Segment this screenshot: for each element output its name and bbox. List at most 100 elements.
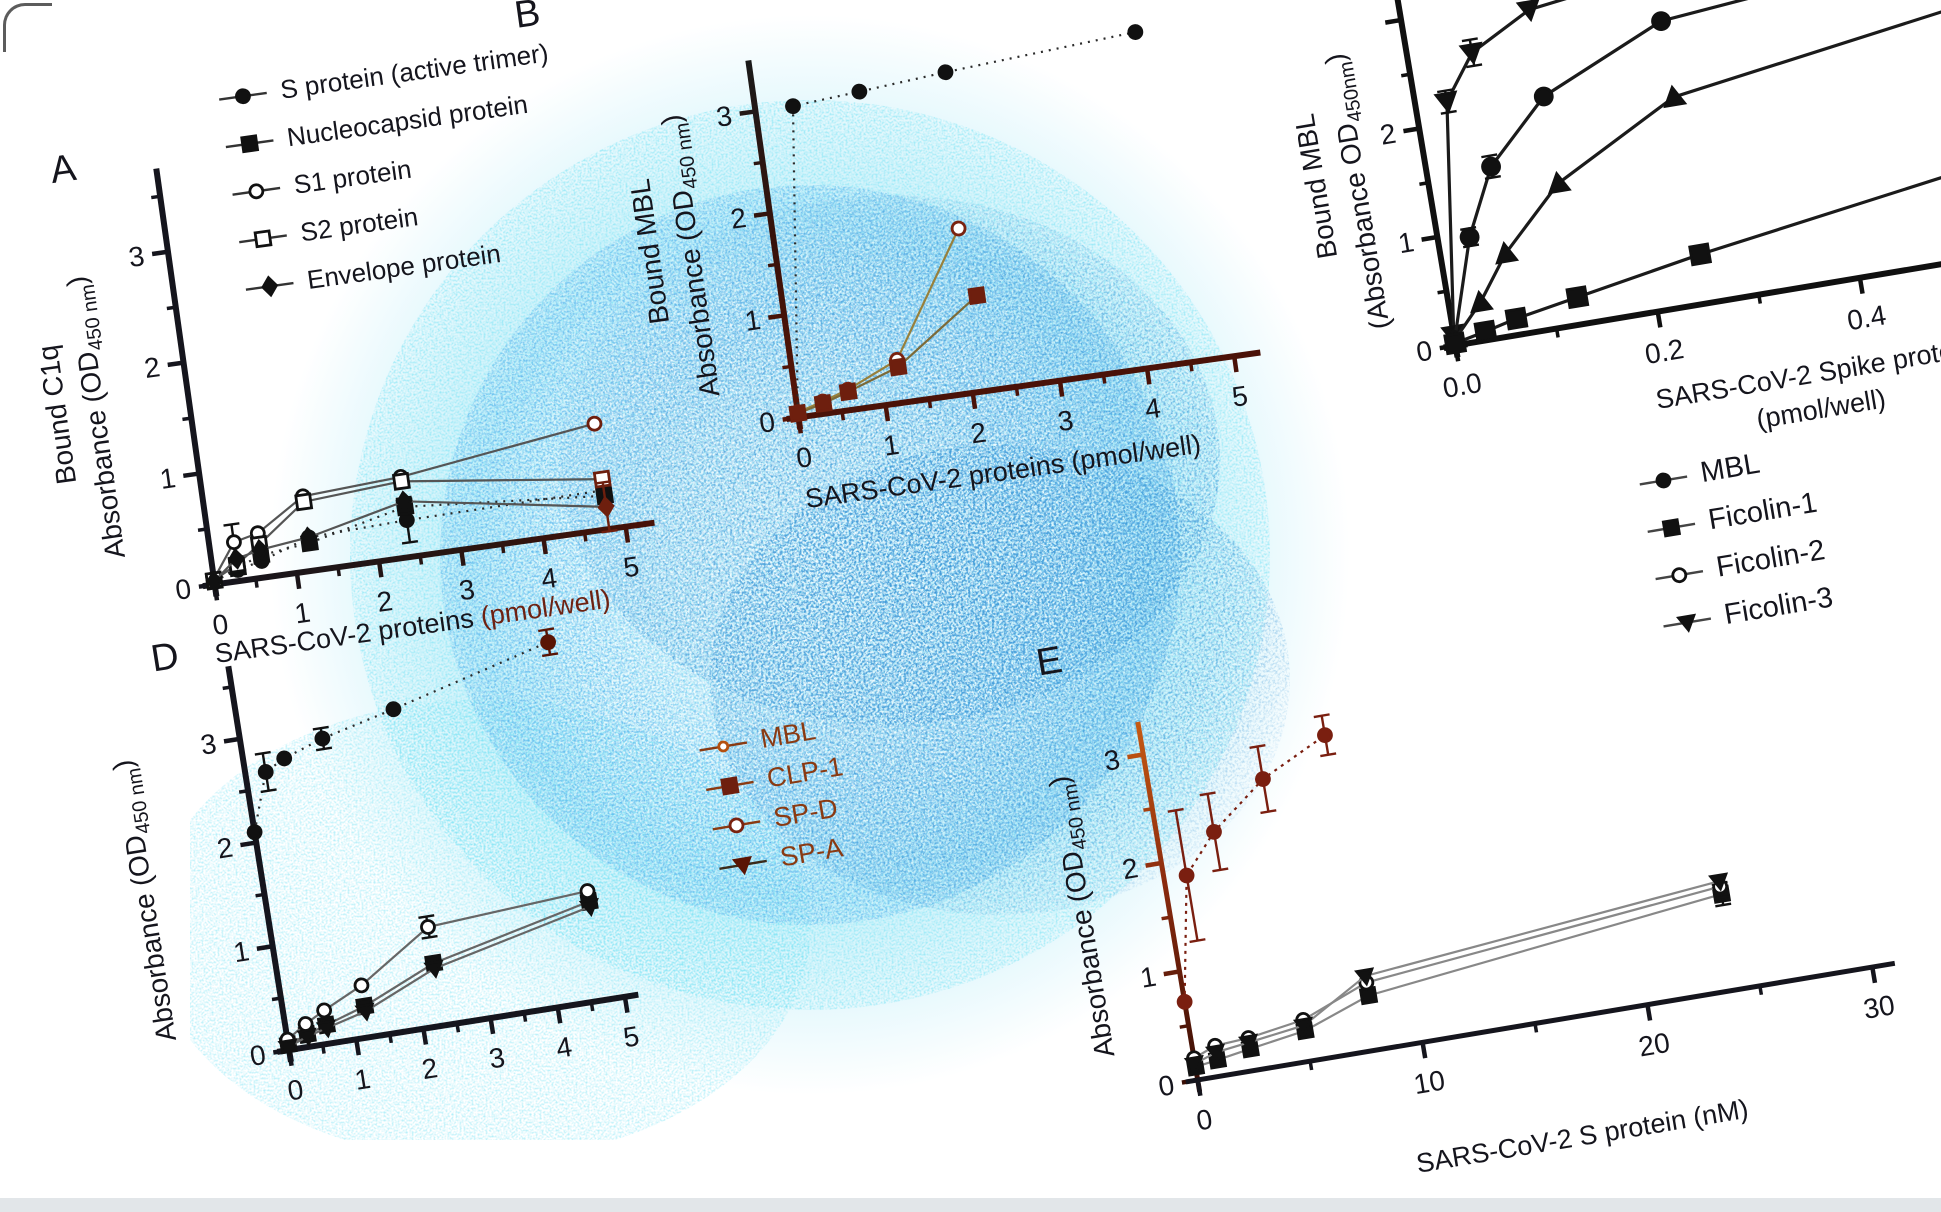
filled-circle-icon [1639, 472, 1688, 488]
x-tick-label: 4 [539, 562, 559, 595]
legend-label: Ficolin-3 [1721, 581, 1836, 632]
series-ficolin-3 [1433, 0, 1941, 348]
card-corner-decoration [3, 3, 52, 52]
legend-label: SP-D [771, 792, 840, 833]
x-tick-label: 0.2 [1643, 333, 1687, 370]
legend-item-mbl: MBL [1635, 439, 1812, 500]
series-mbl [1167, 713, 1337, 1010]
series-mbl [246, 627, 559, 841]
x-tick-label: 5 [621, 1020, 641, 1053]
open-circle-icon [712, 816, 761, 833]
filled-square-icon [225, 133, 274, 153]
legend-label: SP-A [777, 832, 846, 873]
panel-a-letter: A [48, 147, 80, 192]
y-tick-label: 1 [1396, 226, 1416, 259]
series-ficolin-1 [1443, 158, 1941, 356]
x-tick-label: 3 [1056, 404, 1076, 437]
series-ficolin-2 [1444, 1, 1941, 352]
x-tick-label: 3 [457, 574, 477, 607]
panel-a-chart: A Bound C1q Absorbance (OD450 nm) SARS-C… [32, 147, 655, 669]
panel-e-xlabel: SARS-CoV-2 S protein (nM) [1414, 1094, 1750, 1179]
panel-d-legend: MBL CLP-1 SP-D SP-A [695, 712, 860, 893]
series-ficolin-3 [1183, 872, 1729, 1075]
filled-square-icon [705, 775, 754, 796]
x-tick-label: 4 [1143, 392, 1163, 425]
legend-item-s2: S2 protein [235, 180, 570, 257]
legend-item-s-protein-trimer: S protein (active trimer) [215, 37, 550, 114]
series-nucleocapsid-protein [788, 286, 987, 423]
y-tick-label: 3 [198, 728, 218, 761]
filled-circle-icon [218, 87, 267, 104]
panel-d-letter: D [148, 635, 182, 681]
open-circle-icon [232, 182, 281, 199]
y-tick-label: 2 [1378, 118, 1398, 151]
filled-triangle-down-icon [1663, 613, 1712, 633]
legend-item-ficolin2: Ficolin-2 [1651, 534, 1828, 595]
x-tick-label: 0 [285, 1073, 305, 1106]
x-tick-label: 10 [1411, 1064, 1447, 1100]
y-tick-label: 2 [1120, 852, 1140, 885]
series-sp-a [277, 897, 599, 1058]
legend-item-clp1: CLP-1 [702, 751, 846, 805]
x-tick-label: 0 [794, 441, 814, 474]
x-tick-label: 0.4 [1845, 299, 1889, 336]
y-tick-label: 1 [158, 462, 178, 495]
y-axis [1127, 721, 1203, 1093]
y-tick-label: 2 [215, 832, 235, 865]
x-tick-label: 4 [554, 1031, 574, 1064]
bottom-edge-strip [0, 1198, 1941, 1212]
y-axis [1384, 0, 1461, 358]
virus-particle-image [190, 15, 1350, 1140]
y-tick-label: 0 [757, 406, 777, 439]
x-axis [1185, 960, 1896, 1097]
legend-item-ficolin1: Ficolin-1 [1643, 487, 1820, 548]
x-tick-label: 1 [881, 429, 901, 462]
legend-label: Ficolin-1 [1706, 486, 1820, 537]
filled-square-icon [1647, 517, 1696, 537]
legend-item-nucleocapsid: Nucleocapsid protein [222, 85, 557, 162]
panel-b-chart: B Bound MBL Absorbance (OD450 nm) SARS-C… [512, 0, 1261, 514]
panel-d-chart: D Absorbance (OD450 nm) 0 1 2 3 4 5 0 1 2 3 [107, 627, 641, 1107]
x-tick-label: 1 [352, 1063, 372, 1096]
panel-d-ylabel: Absorbance (OD450 nm) [107, 757, 188, 1044]
y-tick-label: 0 [173, 573, 193, 606]
panel-e-ylabel: Absorbance (OD450 nm) [1043, 773, 1126, 1060]
legend-label: Envelope protein [305, 238, 503, 295]
y-tick-label: 1 [1138, 961, 1158, 994]
x-tick-label: 30 [1861, 989, 1897, 1025]
open-square-icon [239, 228, 287, 248]
series-envelope-protein [205, 480, 618, 593]
x-tick-label: 0 [1194, 1103, 1214, 1136]
legend-label: Ficolin-2 [1713, 534, 1828, 584]
legend-item-spd: SP-D [708, 791, 852, 845]
x-tick-label: 2 [420, 1052, 440, 1085]
legend-label: S2 protein [298, 201, 420, 248]
legend-item-mbl: MBL [695, 712, 839, 766]
legend-item-envelope: Envelope protein [242, 228, 577, 305]
legend-item-spa: SP-A [715, 830, 859, 884]
legend-label: S1 protein [291, 153, 414, 200]
y-tick-label: 3 [1102, 744, 1122, 777]
x-tick-label: 3 [487, 1042, 507, 1075]
y-tick-label: 0 [248, 1039, 268, 1072]
virus-dark-shading-bottom [710, 445, 1290, 915]
x-tick-label: 5 [1230, 380, 1250, 413]
open-circle-icon [699, 740, 748, 752]
y-tick-label: 3 [127, 240, 147, 273]
y-tick-label: 3 [714, 100, 734, 133]
filled-diamond-icon [245, 274, 294, 297]
y-tick-label: 1 [231, 935, 251, 968]
y-tick-label: 0 [1156, 1069, 1176, 1102]
x-tick-label: 0 [210, 608, 230, 641]
x-tick-label: 5 [621, 550, 641, 583]
x-tick-label: 2 [969, 417, 989, 450]
filled-triangle-down-icon [719, 855, 767, 875]
y-axis [222, 665, 294, 1063]
x-tick-label: 0.0 [1440, 367, 1484, 404]
y-tick-label: 0 [1414, 335, 1434, 368]
y-axis [739, 60, 804, 430]
legend-item-ficolin3: Ficolin-3 [1659, 581, 1836, 642]
panel-c-chart: Bound MBL (Absorbance OD450nm) SARS-CoV-… [1288, 0, 1941, 435]
y-tick-label: 1 [743, 304, 763, 337]
